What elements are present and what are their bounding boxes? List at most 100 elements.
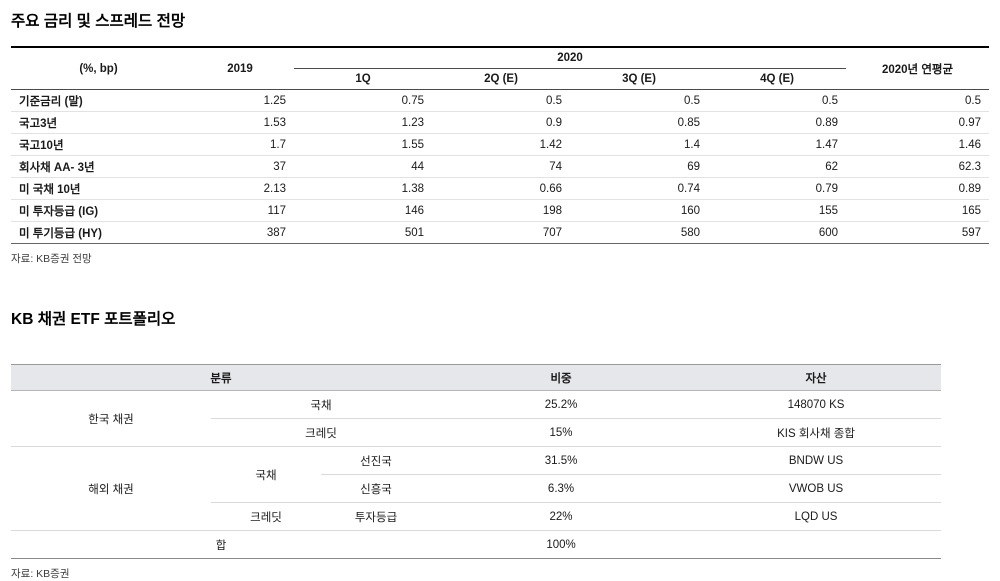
cell-3q: 1.4 (570, 133, 708, 156)
cell-2q: 707 (432, 221, 570, 244)
cell-asset: VWOB US (691, 474, 942, 503)
col-header-unit: (%, bp) (11, 47, 186, 90)
col-header-asset: 자산 (691, 364, 942, 391)
cell-2019: 117 (186, 199, 294, 222)
section-title-rates: 주요 금리 및 스프레드 전망 (11, 13, 186, 30)
table-row-os-gov-em: 신흥국 6.3% VWOB US (11, 474, 942, 503)
cell-4q: 600 (708, 221, 847, 244)
cell-grade: 투자등급 (321, 502, 432, 531)
table-row-corp-aa-3y: 회사채 AA- 3년 37 44 74 69 62 62.3 (11, 155, 990, 178)
cell-2q: 198 (432, 199, 570, 222)
header-row-quarters: 1Q 2Q (E) 3Q (E) 4Q (E) (11, 68, 989, 90)
cell-weight: 6.3% (431, 474, 692, 503)
cell-avg: 165 (846, 199, 990, 222)
cell-1q: 0.75 (401, 94, 424, 107)
table-row-base-rate: 기준금리 (말) 1.25 0.75 0.5 0.5 0.5 0.5 (11, 90, 989, 112)
table-row-kr-gov: 한국 채권 국채 25.2% 148070 KS (11, 391, 941, 426)
cell-avg: 62.3 (846, 155, 990, 178)
header-row-top: (%, bp) 2019 2020 2020년 연평균 (11, 47, 990, 90)
cell-type: 크레딧 (211, 502, 321, 531)
source-note-rates: 자료: KB증권 전망 (11, 253, 92, 265)
cell-avg: 0.89 (846, 177, 990, 200)
cell-4q: 0.89 (708, 111, 847, 134)
etf-portfolio-table: 분류 비중 자산 한국 채권 국채 25.2% 148070 KS 크레딧 15… (11, 364, 942, 559)
section-title-etf: KB 채권 ETF 포트폴리오 (11, 311, 176, 328)
row-label: 미 투자등급 (IG) (11, 199, 186, 222)
cell-2q: 0.66 (432, 177, 570, 200)
table-row-us-hy: 미 투기등급 (HY) 387 501 707 580 600 597 (11, 221, 990, 244)
cell-region: 선진국 (321, 446, 432, 475)
col-header-4q: 4Q (E) (708, 68, 847, 90)
cell-1q: 1.38 (294, 177, 432, 200)
cell-2q: 0.5 (546, 94, 562, 107)
cell-1q: 1.23 (294, 111, 432, 134)
table-row-ust-10y: 미 국채 10년 2.13 1.38 0.66 0.74 0.79 0.89 (11, 177, 990, 200)
cell-weight: 25.2% (544, 398, 578, 411)
cell-total-label: 합 (11, 530, 432, 559)
header-row: 분류 비중 자산 (11, 364, 942, 391)
cell-group-overseas: 해외 채권 (11, 446, 211, 531)
cell-region: 신흥국 (321, 474, 432, 503)
col-group-2020: 2020 (294, 47, 847, 69)
row-label: 회사채 AA- 3년 (11, 155, 186, 178)
cell-3q: 0.74 (570, 177, 708, 200)
row-label: 국고10년 (11, 133, 186, 156)
col-header-annual-avg: 2020년 연평균 (846, 47, 990, 90)
cell-2q: 1.42 (432, 133, 570, 156)
cell-2019: 2.13 (186, 177, 294, 200)
source-note-etf: 자료: KB증권 (11, 568, 70, 580)
cell-asset: KIS 회사채 종합 (691, 418, 942, 447)
cell-2019: 1.7 (186, 133, 294, 156)
col-header-2q: 2Q (E) (432, 68, 570, 90)
row-label: 미 국채 10년 (11, 177, 186, 200)
col-header-1q: 1Q (294, 68, 432, 90)
cell-1q: 146 (294, 199, 432, 222)
cell-4q: 1.47 (708, 133, 847, 156)
row-label: 기준금리 (말) (19, 95, 83, 108)
cell-3q: 160 (570, 199, 708, 222)
cell-total-weight: 100% (431, 530, 692, 559)
col-header-2019: 2019 (186, 47, 294, 90)
col-header-category: 분류 (11, 364, 432, 391)
cell-avg: 0.97 (846, 111, 990, 134)
col-header-3q: 3Q (E) (570, 68, 708, 90)
cell-1q: 1.55 (294, 133, 432, 156)
cell-2019: 1.53 (186, 111, 294, 134)
cell-weight: 15% (431, 418, 692, 447)
cell-2q: 0.9 (432, 111, 570, 134)
table-row-total: 합 100% (11, 530, 942, 559)
rates-forecast-table: (%, bp) 2019 2020 2020년 연평균 1Q 2Q (E) 3Q… (11, 46, 990, 244)
etf-portfolio-section: KB 채권 ETF 포트폴리오 분류 비중 자산 한국 채권 국채 25.2% … (11, 307, 989, 581)
rates-forecast-section: 주요 금리 및 스프레드 전망 (%, bp) 2019 2020 2020년 … (11, 9, 990, 266)
cell-4q: 155 (708, 199, 847, 222)
cell-2019: 387 (186, 221, 294, 244)
cell-avg: 0.5 (965, 94, 982, 107)
cell-4q: 0.5 (822, 94, 839, 107)
row-label: 국고3년 (11, 111, 186, 134)
cell-type: 크레딧 (211, 418, 432, 447)
cell-1q: 44 (294, 155, 432, 178)
cell-type: 국채 (211, 446, 321, 503)
cell-avg: 597 (846, 221, 990, 244)
table-row-ktb-10y: 국고10년 1.7 1.55 1.42 1.4 1.47 1.46 (11, 133, 990, 156)
cell-asset: LQD US (691, 502, 942, 531)
cell-2019: 1.25 (263, 94, 286, 107)
cell-weight: 22% (431, 502, 692, 531)
cell-3q: 580 (570, 221, 708, 244)
table-row-kr-credit: 크레딧 15% KIS 회사채 종합 (11, 418, 942, 447)
cell-3q: 0.85 (570, 111, 708, 134)
table-row-us-ig: 미 투자등급 (IG) 117 146 198 160 155 165 (11, 199, 990, 222)
cell-asset: BNDW US (691, 446, 942, 475)
cell-weight: 31.5% (431, 446, 692, 475)
table-row-os-gov-dm: 해외 채권 국채 선진국 31.5% BNDW US (11, 446, 942, 531)
cell-3q: 69 (570, 155, 708, 178)
cell-avg: 1.46 (846, 133, 990, 156)
table-row-ktb-3y: 국고3년 1.53 1.23 0.9 0.85 0.89 0.97 (11, 111, 990, 134)
cell-asset: 148070 KS (787, 398, 845, 411)
col-header-weight: 비중 (431, 364, 692, 391)
cell-1q: 501 (294, 221, 432, 244)
cell-4q: 62 (708, 155, 847, 178)
cell-2019: 37 (186, 155, 294, 178)
row-label: 미 투기등급 (HY) (11, 221, 186, 244)
